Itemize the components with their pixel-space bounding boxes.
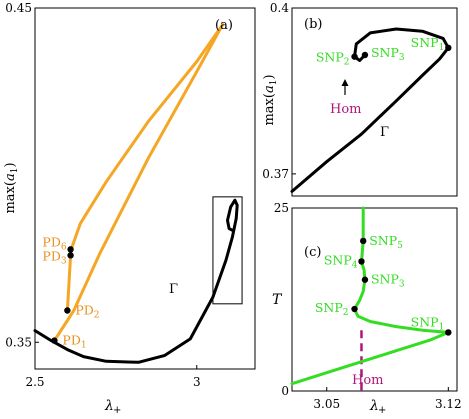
point-label-snp3: SNP3	[371, 45, 405, 63]
panel-b-points: SNP1 SNP2 SNP3	[316, 35, 452, 68]
y-tick-label: 0	[281, 384, 289, 398]
point-label-snp1: SNP1	[411, 314, 445, 332]
panel-a-curve-label: Γ	[169, 282, 178, 297]
panel-b-curves	[290, 27, 450, 193]
point-label-pd1: PD1	[62, 333, 86, 351]
svg-text:λ: λ	[369, 398, 379, 414]
svg-text:+: +	[378, 405, 386, 416]
point-label-snp2: SNP2	[316, 50, 350, 68]
x-tick-label: 3.05	[313, 397, 340, 411]
panel-c-hom-label: Hom	[352, 373, 384, 388]
panel-b-curve-label: Γ	[380, 125, 389, 140]
point-label-snp3: SNP3	[371, 272, 405, 290]
y-tick-label: 0.37	[262, 167, 289, 181]
panel-c-xlabel: λ +	[369, 398, 386, 416]
panel-c-points: SNP1 SNP2 SNP3 SNP4 SNP5	[315, 233, 452, 336]
series-gamma	[33, 198, 239, 364]
y-tick-label: 0.4	[270, 1, 289, 15]
point-snp1	[445, 44, 452, 52]
panel-c: 3.05 3.12 0 25 SNP1 SNP2 SNP3 SNP4 SNP5 Hom (c)…	[272, 201, 462, 416]
panel-a-ylabel: max(a1)	[3, 162, 20, 213]
point-label-pd6: PD6	[42, 234, 66, 252]
series-gamma	[290, 27, 450, 193]
panel-b-ticks: 0.37 0.4	[262, 1, 296, 181]
point-pd6	[67, 246, 74, 253]
panel-a-frame	[34, 7, 256, 370]
panel-c-label: (c)	[304, 245, 321, 260]
point-label-pd3: PD3	[42, 248, 66, 266]
series-pd-branch-connector	[65, 253, 73, 312]
panel-c-ylabel: T	[272, 292, 283, 308]
y-tick-label: 0.35	[5, 335, 32, 349]
point-snp2	[351, 53, 358, 60]
point-pd3	[67, 252, 74, 259]
panel-a-xlabel: λ +	[104, 398, 121, 416]
point-label-snp4: SNP4	[324, 252, 358, 270]
point-pd2	[64, 307, 71, 314]
panel-b-ylabel: max(a1)	[262, 74, 279, 125]
svg-text:max(a1): max(a1)	[3, 162, 20, 213]
point-snp1	[445, 329, 452, 336]
panel-b-label: (b)	[304, 17, 322, 32]
panel-a-label: (a)	[215, 18, 233, 33]
point-snp3	[361, 51, 369, 59]
point-label-snp2: SNP2	[315, 300, 349, 318]
point-label-snp1: SNP1	[411, 35, 445, 53]
x-tick-label: 3.12	[435, 397, 462, 411]
svg-text:λ: λ	[104, 398, 114, 414]
y-tick-label: 0.45	[5, 1, 32, 15]
svg-text:+: +	[113, 405, 121, 416]
y-tick-label: 25	[274, 201, 289, 215]
panel-b-frame	[291, 7, 458, 197]
point-label-pd2: PD2	[75, 303, 99, 321]
series-pd-branch-lower	[52, 23, 225, 343]
point-snp4	[358, 258, 365, 265]
panel-c-frame	[291, 207, 458, 392]
point-pd1	[51, 337, 58, 344]
panel-b-hom-arrow	[341, 79, 349, 95]
series-period	[290, 206, 450, 386]
point-snp2	[351, 305, 358, 313]
x-tick-label: 2.5	[25, 375, 44, 389]
panel-c-ticks: 3.05 3.12 0 25	[274, 201, 462, 411]
panel-b-hom-label: Hom	[330, 102, 362, 117]
panel-a-zoom-box	[212, 196, 243, 305]
hom-arrow-head	[341, 79, 349, 86]
point-snp5	[360, 237, 367, 245]
panel-b: 0.37 0.4 SNP1 SNP2 SNP3 Hom (b) Γ max(a1)	[262, 1, 458, 197]
panel-a-ticks: 2.5 3 0.35 0.45	[5, 1, 200, 389]
point-label-snp5: SNP5	[369, 233, 403, 251]
point-snp3	[361, 276, 369, 283]
panel-c-curves	[290, 206, 450, 386]
series-pd-branch-upper	[69, 23, 225, 257]
svg-text:max(a1): max(a1)	[262, 74, 279, 125]
x-tick-label: 3	[193, 375, 201, 389]
